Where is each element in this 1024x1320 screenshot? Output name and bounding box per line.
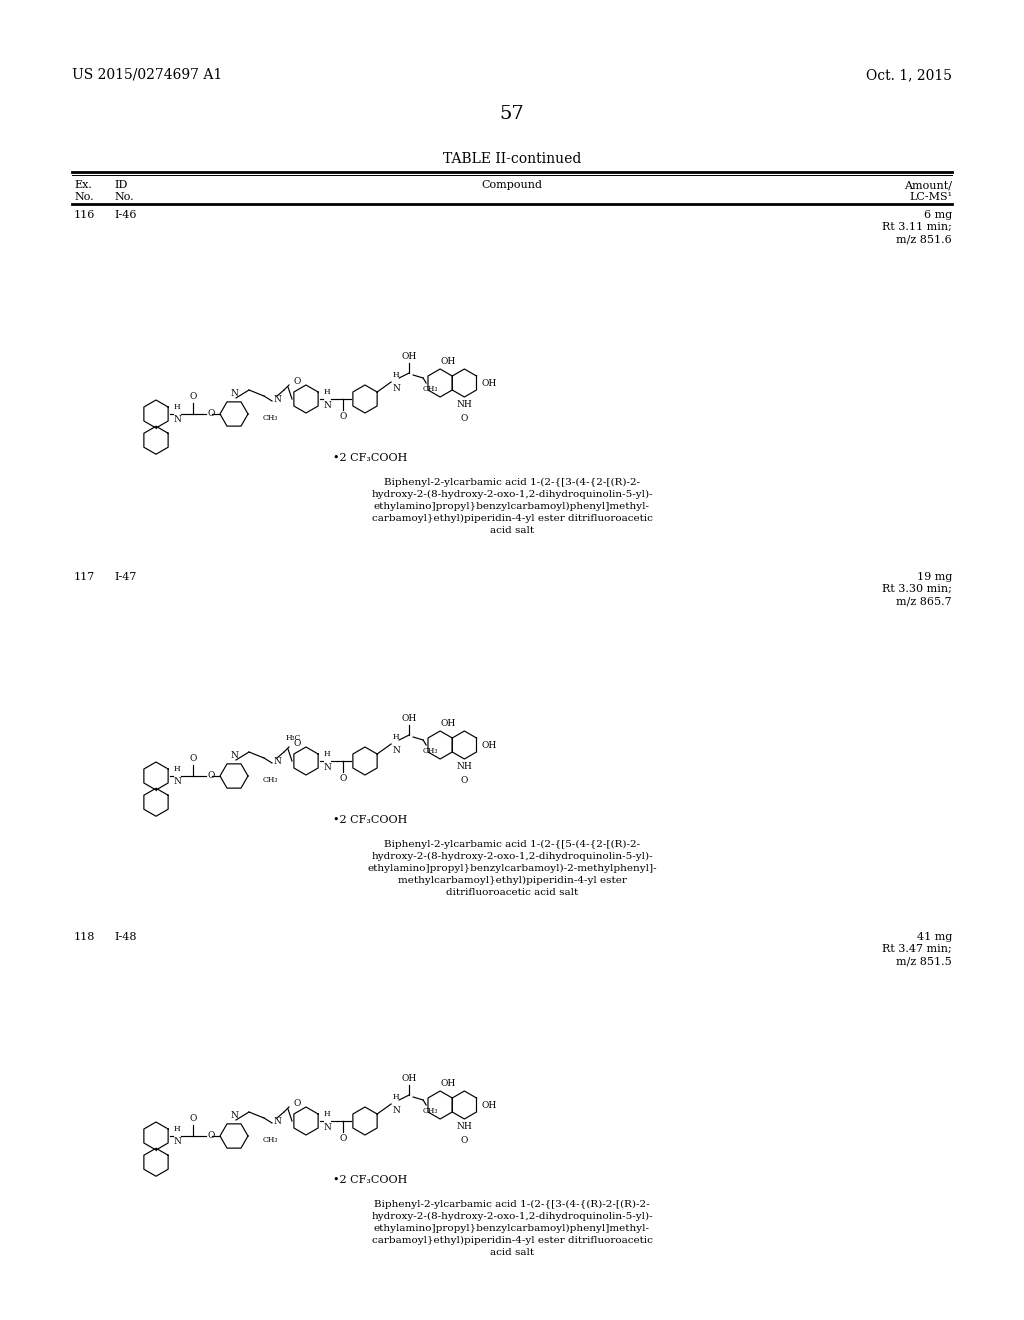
Text: acid salt: acid salt [489, 525, 535, 535]
Text: ethylamino]propyl}benzylcarbamoyl)-2-methylphenyl]-: ethylamino]propyl}benzylcarbamoyl)-2-met… [368, 865, 656, 873]
Text: N: N [230, 1111, 238, 1119]
Text: CH₃: CH₃ [262, 414, 278, 422]
Text: N: N [274, 758, 282, 767]
Text: NH: NH [457, 1122, 472, 1131]
Text: m/z 851.5: m/z 851.5 [896, 956, 952, 966]
Text: O: O [189, 1114, 197, 1123]
Text: O: O [461, 1137, 468, 1144]
Text: carbamoyl}ethyl)piperidin-4-yl ester ditrifluoroacetic: carbamoyl}ethyl)piperidin-4-yl ester dit… [372, 1236, 652, 1245]
Text: CH₃: CH₃ [423, 747, 438, 755]
Text: O: O [207, 1131, 214, 1140]
Text: H₃C: H₃C [286, 734, 301, 742]
Text: O: O [189, 392, 197, 401]
Text: CH₃: CH₃ [262, 776, 278, 784]
Text: N: N [174, 777, 182, 785]
Text: N: N [324, 1123, 332, 1133]
Text: OH: OH [401, 352, 417, 360]
Text: OH: OH [481, 741, 497, 750]
Text: O: O [461, 776, 468, 785]
Text: 19 mg: 19 mg [916, 572, 952, 582]
Text: H: H [392, 371, 398, 379]
Text: ethylamino]propyl}benzylcarbamoyl)phenyl]methyl-: ethylamino]propyl}benzylcarbamoyl)phenyl… [374, 502, 650, 511]
Text: N: N [324, 401, 332, 411]
Text: H: H [392, 733, 398, 741]
Text: acid salt: acid salt [489, 1247, 535, 1257]
Text: Biphenyl-2-ylcarbamic acid 1-(2-{[3-(4-{(R)-2-[(R)-2-: Biphenyl-2-ylcarbamic acid 1-(2-{[3-(4-{… [374, 1200, 650, 1209]
Text: O: O [207, 771, 214, 780]
Text: N: N [274, 396, 282, 404]
Text: 118: 118 [74, 932, 95, 942]
Text: H: H [174, 403, 180, 411]
Text: OH: OH [441, 719, 457, 729]
Text: NH: NH [457, 400, 472, 409]
Text: N: N [174, 1137, 182, 1146]
Text: N: N [174, 414, 182, 424]
Text: Rt 3.30 min;: Rt 3.30 min; [882, 583, 952, 594]
Text: •2 CF₃COOH: •2 CF₃COOH [333, 814, 408, 825]
Text: OH: OH [441, 356, 457, 366]
Text: 57: 57 [500, 106, 524, 123]
Text: Ex.
No.: Ex. No. [74, 180, 93, 202]
Text: CH₃: CH₃ [423, 1107, 438, 1115]
Text: N: N [392, 746, 400, 755]
Text: Amount/
LC-MS¹: Amount/ LC-MS¹ [904, 180, 952, 202]
Text: CH₃: CH₃ [262, 1137, 278, 1144]
Text: I-46: I-46 [114, 210, 136, 220]
Text: OH: OH [401, 714, 417, 723]
Text: OH: OH [481, 379, 497, 388]
Text: H: H [392, 1093, 398, 1101]
Text: hydroxy-2-(8-hydroxy-2-oxo-1,2-dihydroquinolin-5-yl)-: hydroxy-2-(8-hydroxy-2-oxo-1,2-dihydroqu… [371, 1212, 653, 1221]
Text: H: H [324, 388, 331, 396]
Text: I-48: I-48 [114, 932, 136, 942]
Text: TABLE II-continued: TABLE II-continued [442, 152, 582, 166]
Text: Compound: Compound [481, 180, 543, 190]
Text: m/z 851.6: m/z 851.6 [896, 234, 952, 244]
Text: Oct. 1, 2015: Oct. 1, 2015 [866, 69, 952, 82]
Text: •2 CF₃COOH: •2 CF₃COOH [333, 1175, 408, 1185]
Text: O: O [339, 1134, 347, 1143]
Text: hydroxy-2-(8-hydroxy-2-oxo-1,2-dihydroquinolin-5-yl)-: hydroxy-2-(8-hydroxy-2-oxo-1,2-dihydroqu… [371, 851, 653, 861]
Text: O: O [293, 1100, 300, 1109]
Text: I-47: I-47 [114, 572, 136, 582]
Text: N: N [392, 384, 400, 393]
Text: OH: OH [441, 1078, 457, 1088]
Text: ID
No.: ID No. [114, 180, 133, 202]
Text: NH: NH [457, 762, 472, 771]
Text: m/z 865.7: m/z 865.7 [896, 597, 952, 606]
Text: 6 mg: 6 mg [924, 210, 952, 220]
Text: O: O [189, 754, 197, 763]
Text: hydroxy-2-(8-hydroxy-2-oxo-1,2-dihydroquinolin-5-yl)-: hydroxy-2-(8-hydroxy-2-oxo-1,2-dihydroqu… [371, 490, 653, 499]
Text: N: N [324, 763, 332, 772]
Text: O: O [293, 378, 300, 387]
Text: N: N [274, 1118, 282, 1126]
Text: OH: OH [481, 1101, 497, 1110]
Text: Biphenyl-2-ylcarbamic acid 1-(2-{[5-(4-{2-[(R)-2-: Biphenyl-2-ylcarbamic acid 1-(2-{[5-(4-{… [384, 840, 640, 849]
Text: methylcarbamoyl}ethyl)piperidin-4-yl ester: methylcarbamoyl}ethyl)piperidin-4-yl est… [397, 876, 627, 886]
Text: O: O [207, 409, 214, 418]
Text: H: H [174, 1125, 180, 1133]
Text: 41 mg: 41 mg [916, 932, 952, 942]
Text: N: N [230, 751, 238, 760]
Text: H: H [324, 1110, 331, 1118]
Text: O: O [339, 774, 347, 783]
Text: Rt 3.47 min;: Rt 3.47 min; [883, 944, 952, 954]
Text: H: H [324, 750, 331, 758]
Text: O: O [339, 412, 347, 421]
Text: N: N [392, 1106, 400, 1115]
Text: OH: OH [401, 1074, 417, 1082]
Text: Biphenyl-2-ylcarbamic acid 1-(2-{[3-(4-{2-[(R)-2-: Biphenyl-2-ylcarbamic acid 1-(2-{[3-(4-{… [384, 478, 640, 487]
Text: 116: 116 [74, 210, 95, 220]
Text: ethylamino]propyl}benzylcarbamoyl)phenyl]methyl-: ethylamino]propyl}benzylcarbamoyl)phenyl… [374, 1224, 650, 1233]
Text: •2 CF₃COOH: •2 CF₃COOH [333, 453, 408, 463]
Text: ditrifluoroacetic acid salt: ditrifluoroacetic acid salt [445, 888, 579, 898]
Text: carbamoyl}ethyl)piperidin-4-yl ester ditrifluoroacetic: carbamoyl}ethyl)piperidin-4-yl ester dit… [372, 513, 652, 523]
Text: O: O [461, 414, 468, 422]
Text: H: H [174, 766, 180, 774]
Text: N: N [230, 389, 238, 399]
Text: US 2015/0274697 A1: US 2015/0274697 A1 [72, 69, 222, 82]
Text: 117: 117 [74, 572, 95, 582]
Text: O: O [293, 739, 300, 748]
Text: CH₃: CH₃ [423, 385, 438, 393]
Text: Rt 3.11 min;: Rt 3.11 min; [882, 222, 952, 232]
